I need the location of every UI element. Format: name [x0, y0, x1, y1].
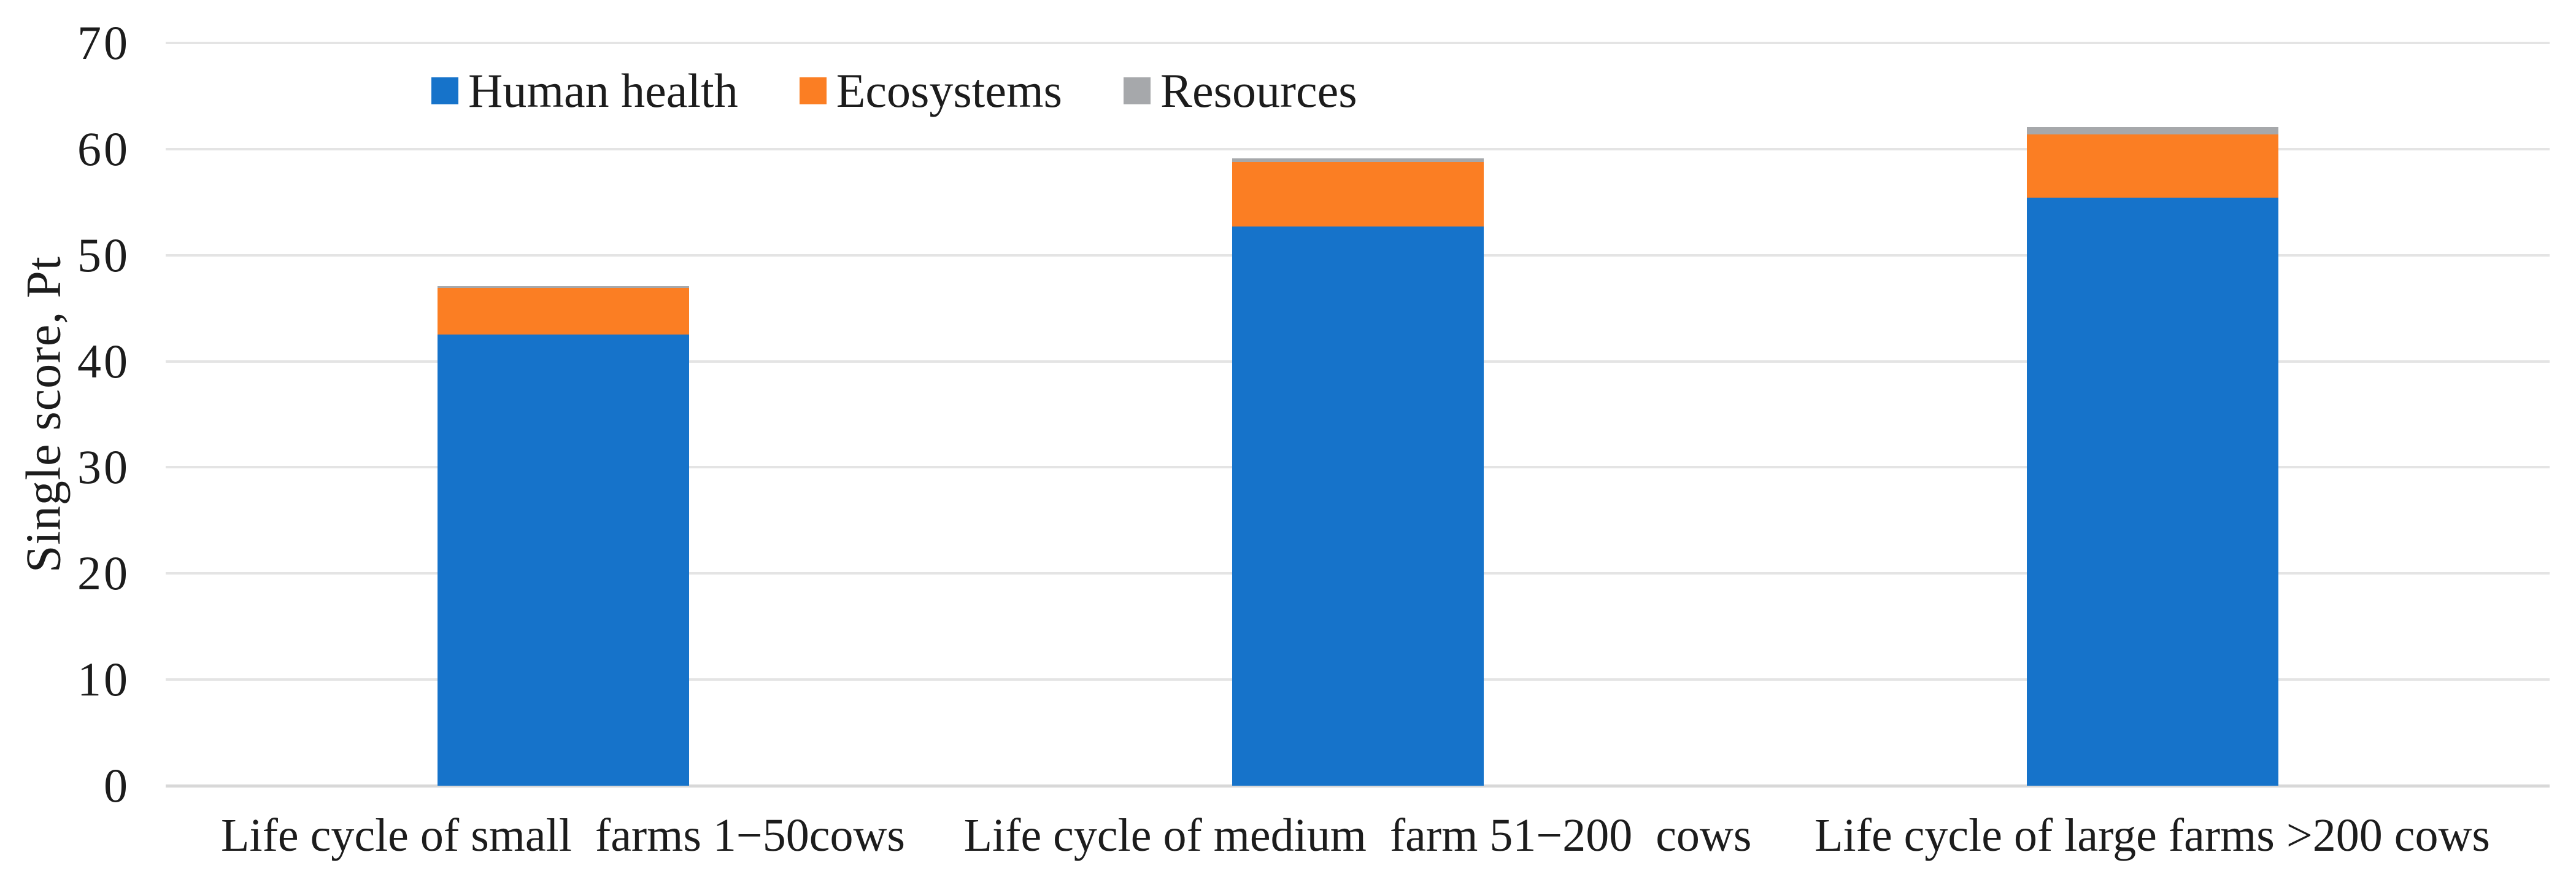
gridline — [166, 42, 2550, 44]
x-category-label: Life cycle of medium farm 51−200 cows — [963, 810, 1752, 861]
y-tick-label: 10 — [77, 652, 130, 707]
bar-segment-ecosystems — [1232, 161, 1484, 227]
y-tick-label: 40 — [77, 334, 130, 388]
bar-segment-ecosystems — [2026, 134, 2278, 198]
legend-item-resources: Resources — [1124, 63, 1357, 118]
bar-life-cycle-of-small-farms-1-50cows — [437, 285, 689, 786]
gridline — [166, 147, 2550, 150]
legend-label: Human health — [468, 63, 738, 117]
bar-segment-resources — [437, 285, 689, 288]
bar-segment-human-health — [2026, 198, 2278, 786]
legend-marker-ecosystems — [799, 77, 827, 104]
legend-marker-human-health — [431, 77, 458, 104]
bar-segment-resources — [2026, 126, 2278, 134]
y-tick-label: 70 — [77, 16, 130, 69]
legend-marker-resources — [1124, 77, 1151, 104]
legend-label: Ecosystems — [836, 63, 1062, 117]
legend-label: Resources — [1160, 63, 1357, 117]
y-tick-label: 60 — [77, 122, 130, 176]
x-category-label: Life cycle of small farms 1−50cows — [221, 810, 905, 861]
legend: Human health Ecosystems Resources — [431, 61, 1419, 120]
bar-segment-human-health — [1232, 227, 1484, 786]
x-axis-line — [166, 784, 2550, 788]
bar-segment-human-health — [437, 335, 689, 786]
bar-life-cycle-of-medium-farm-51-200-cows — [1232, 158, 1484, 786]
y-axis-title: Single score, Pt — [17, 256, 71, 573]
bar-life-cycle-of-large-farms-200-cows — [2026, 126, 2278, 786]
y-tick-label: 50 — [77, 228, 130, 282]
y-tick-label: 0 — [104, 759, 130, 812]
bar-segment-ecosystems — [437, 288, 689, 335]
y-tick-label: 30 — [77, 440, 130, 494]
legend-item-ecosystems: Ecosystems — [799, 63, 1062, 118]
bar-segment-resources — [1232, 158, 1484, 162]
x-category-label: Life cycle of large farms >200 cows — [1814, 810, 2490, 861]
y-tick-label: 20 — [77, 546, 130, 600]
legend-item-human-health: Human health — [431, 63, 738, 118]
